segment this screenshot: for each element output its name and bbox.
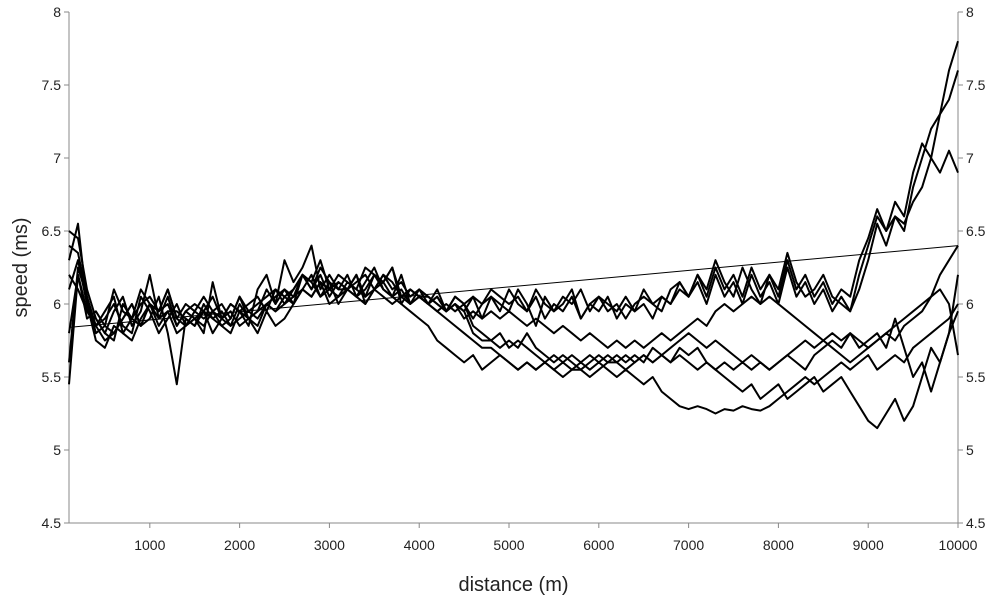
y-tick-label-right: 5 — [966, 442, 974, 458]
y-tick-label-right: 8 — [966, 4, 974, 20]
y-tick-label-right: 7.5 — [966, 77, 986, 93]
x-tick-label: 10000 — [939, 537, 978, 553]
y-tick-label-left: 8 — [53, 4, 61, 20]
y-tick-label-left: 5 — [53, 442, 61, 458]
trendline-layer — [68, 245, 959, 328]
y-tick-label-left: 7.5 — [42, 77, 62, 93]
x-tick-label: 1000 — [134, 537, 165, 553]
x-tick-label: 4000 — [404, 537, 435, 553]
series-line-5 — [68, 266, 959, 415]
y-tick-label-right: 5.5 — [966, 369, 986, 385]
x-tick-label: 7000 — [673, 537, 704, 553]
x-tick-label: 5000 — [493, 537, 524, 553]
y-tick-label-left: 6 — [53, 296, 61, 312]
y-tick-label-left: 7 — [53, 150, 61, 166]
x-tick-label: 6000 — [583, 537, 614, 553]
x-axis-title: distance (m) — [458, 574, 568, 596]
x-tick-label: 9000 — [853, 537, 884, 553]
tick-marks — [64, 11, 963, 528]
y-tick-label-left: 6.5 — [42, 223, 62, 239]
y-tick-label-right: 6 — [966, 296, 974, 312]
y-tick-label-right: 7 — [966, 150, 974, 166]
series-line-1 — [68, 40, 959, 335]
y-axis-title: speed (ms) — [10, 217, 32, 317]
x-tick-label: 3000 — [314, 537, 345, 553]
trendline — [68, 245, 959, 328]
series-line-7 — [68, 149, 959, 335]
y-tick-label-right: 6.5 — [966, 223, 986, 239]
axes — [68, 12, 959, 524]
y-tick-label-right: 4.5 — [966, 515, 986, 531]
x-tick-label: 2000 — [224, 537, 255, 553]
series-lines — [68, 40, 959, 430]
series-line-8 — [68, 245, 959, 371]
x-tick-label: 8000 — [763, 537, 794, 553]
tick-labels: 4.5 4.5 5 5 5.5 5.5 6 6 6.5 6.5 7 7 7.5 7.5 8 8 1000 2000… — [42, 4, 986, 553]
y-tick-label-left: 5.5 — [42, 369, 62, 385]
y-tick-label-left: 4.5 — [42, 515, 62, 531]
